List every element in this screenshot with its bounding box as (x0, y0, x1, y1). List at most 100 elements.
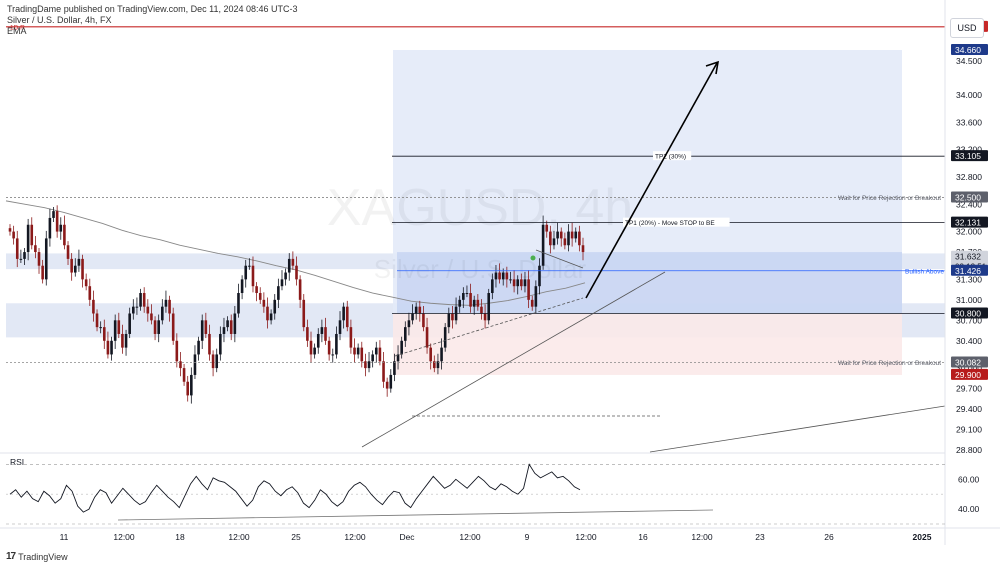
time-tick: 12:00 (691, 532, 713, 542)
candle-bear (251, 265, 255, 287)
level-label: TP2 (30%) (655, 154, 686, 161)
candle-bear (512, 279, 516, 287)
candle-bull (233, 313, 237, 334)
candle-bear (451, 313, 454, 321)
brand-label: TradingView (18, 551, 68, 562)
candle-bear (70, 258, 73, 273)
candle-bull (436, 361, 440, 369)
candle-bull (244, 265, 248, 280)
publish-info: TradingDame published on TradingView.com… (7, 4, 298, 14)
indicator-label[interactable]: EMA (7, 26, 27, 36)
candle-bull (200, 320, 204, 341)
candle-bull (411, 313, 414, 321)
candle-bull (52, 211, 55, 218)
price-tag-label: 32.131 (955, 218, 981, 228)
candle-bear (483, 313, 487, 321)
candle-bear (84, 279, 88, 287)
price-tag-label: 33.105 (955, 151, 981, 161)
trendline-dashed (394, 297, 584, 357)
price-tag (951, 307, 988, 319)
level-label: 1D R (10, 24, 25, 31)
candle-bear (378, 347, 382, 362)
triangle-upper (535, 249, 584, 269)
candle-bull (113, 320, 117, 341)
candle-bear (146, 306, 150, 314)
candle-bear (12, 231, 15, 239)
rsi-title: RSI (10, 457, 24, 467)
rsi-trendline (117, 509, 714, 521)
candle-bear (364, 361, 367, 369)
candle-bear (150, 313, 153, 321)
candle-bull (135, 306, 139, 308)
candle-bear (204, 320, 208, 334)
candle-bull (396, 354, 400, 362)
candle-bear (476, 299, 480, 307)
candle-bear (179, 361, 182, 369)
candle-bear (208, 333, 211, 355)
rsi-tick: 40.00 (958, 504, 980, 514)
candle-bull (128, 313, 131, 334)
price-tag-label: 31.632 (955, 252, 981, 262)
trendline-lower (649, 405, 946, 453)
candle-bear (298, 279, 302, 300)
candle-bear (102, 327, 106, 341)
footer: 17 TradingView (6, 551, 68, 562)
candle-bull (226, 320, 229, 328)
price-axis[interactable]: 28.800 29.100 29.400 29.700 30.000 30.400 30.7… (944, 0, 988, 545)
candle-bear (41, 265, 44, 280)
price-tag (951, 150, 988, 162)
candle-bull (335, 333, 338, 355)
candle-bear (88, 286, 92, 300)
candle-bull (316, 333, 320, 348)
price-tick: 28.800 (956, 445, 982, 455)
candle-bull (552, 238, 556, 246)
projection-arrowhead (705, 60, 720, 75)
candle-bear (30, 224, 34, 246)
candle-bear (66, 245, 70, 259)
level-label: Bullish Above (905, 268, 944, 275)
rsi-pane: RSI 40.00 60.00 (0, 452, 980, 525)
candle-bear (211, 354, 215, 369)
time-axis[interactable]: 11 12:00 18 12:00 25 12:00 Dec 12:00 9 12:00 16 12:… (0, 527, 1000, 542)
time-tick: 12:00 (459, 532, 481, 542)
candle-bear (545, 224, 549, 232)
candle-bull (73, 265, 77, 273)
currency-button[interactable]: USD (950, 18, 984, 38)
price-tag (951, 216, 988, 228)
trendline-support (361, 271, 666, 448)
candle-bull (465, 293, 469, 295)
candle-bull (487, 293, 491, 321)
time-tick: 26 (824, 532, 834, 542)
price-tick: 29.400 (956, 404, 982, 414)
candle-bull (215, 354, 219, 369)
candle-bull (472, 299, 476, 307)
candle-bull (284, 272, 287, 280)
price-tag (951, 264, 988, 276)
candle-bull (26, 224, 30, 253)
candle-bear (559, 231, 563, 239)
price-tag (951, 368, 988, 380)
candle-bear (262, 299, 266, 307)
candle-bull (110, 340, 113, 355)
candle-bull (393, 361, 396, 375)
candle-bear (175, 340, 179, 362)
candle-bear (186, 381, 190, 396)
time-tick: Dec (399, 532, 415, 542)
candle-bull (371, 354, 374, 362)
candle-bear (382, 361, 385, 382)
time-tick: 18 (175, 532, 185, 542)
price-tick: 30.400 (956, 336, 982, 346)
candle-bull (400, 340, 403, 355)
price-tick: 33.600 (956, 117, 982, 127)
candle-bear (360, 347, 364, 362)
time-tick: 12:00 (113, 532, 135, 542)
projection-arrow (585, 62, 718, 299)
price-tag (951, 191, 988, 203)
price-tag-label: 32.500 (955, 192, 981, 202)
candle-bull (320, 327, 324, 334)
level-label: Wait for Price Rejection or Breakout (838, 360, 941, 367)
candle-bull (331, 354, 335, 356)
candle-bear (563, 238, 567, 246)
symbol-title[interactable]: Silver / U.S. Dollar, 4h, FX (7, 15, 112, 25)
candle-bear (349, 327, 353, 348)
